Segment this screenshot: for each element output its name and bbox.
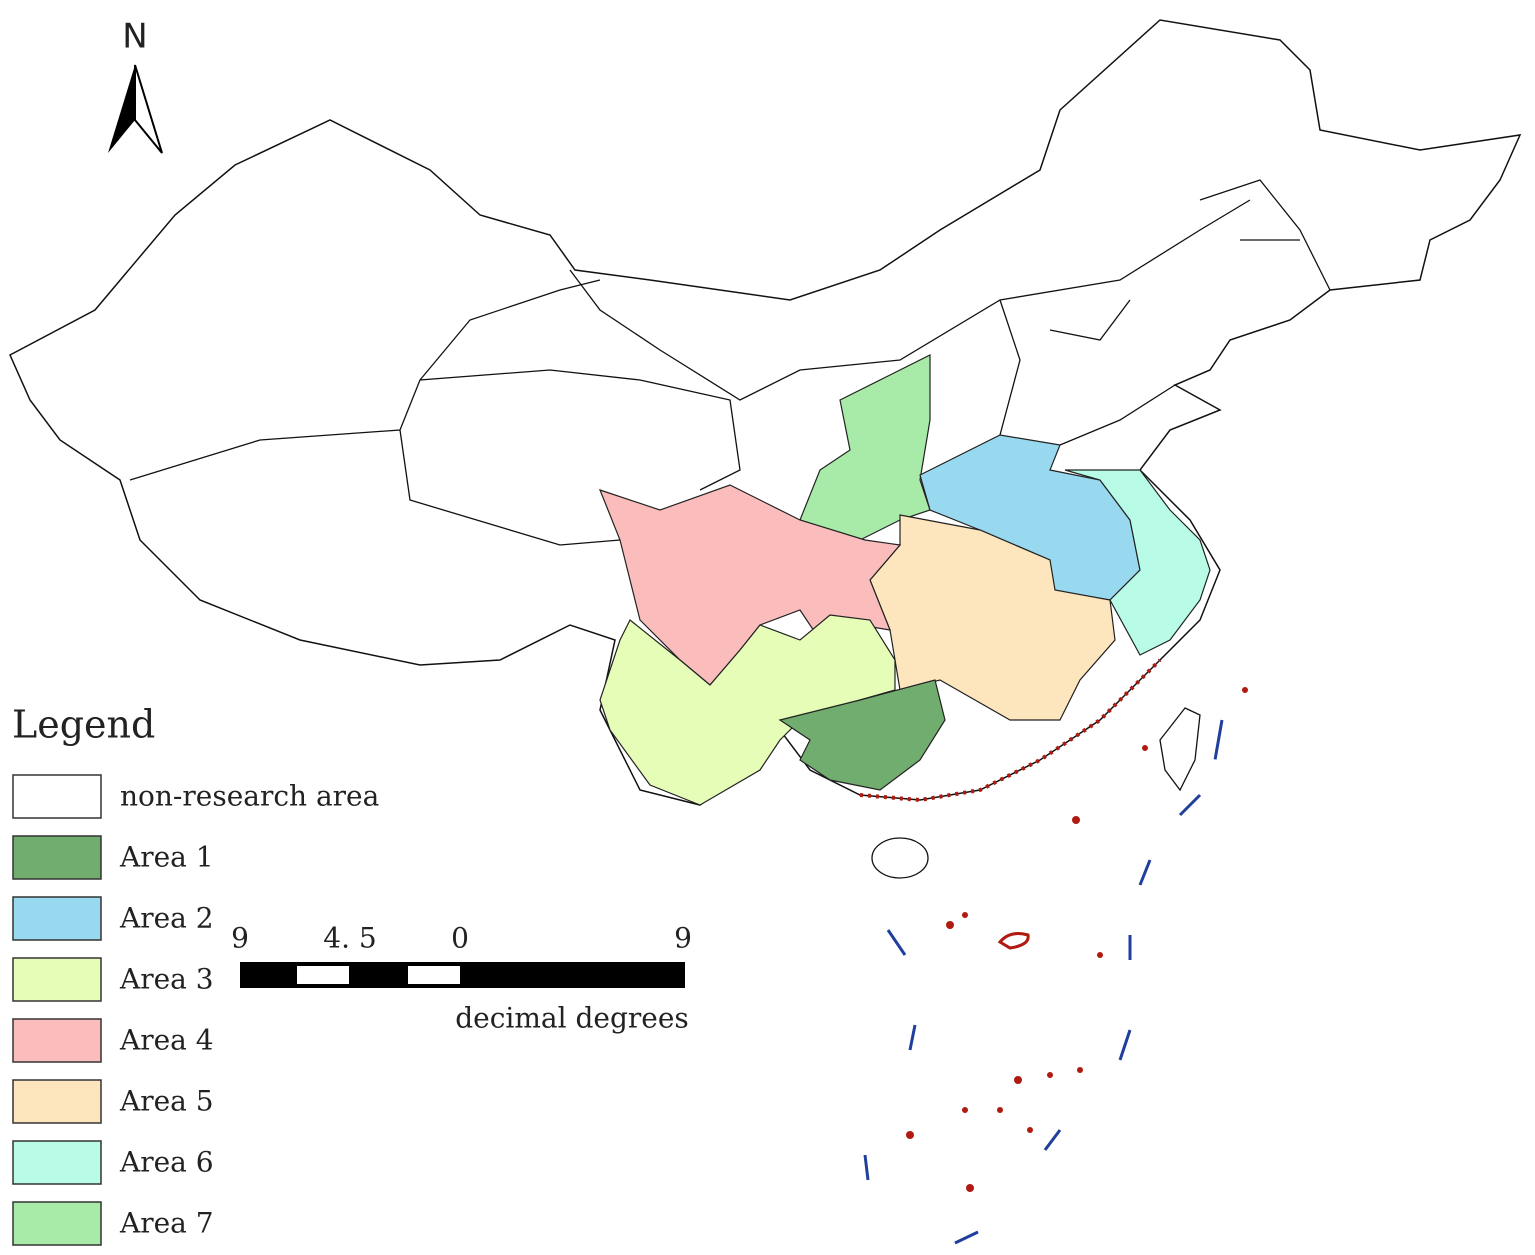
- arrow-shape: [134, 64, 163, 154]
- legend-label: Area 1: [119, 841, 214, 874]
- island: [1159, 707, 1201, 792]
- province-border: [129, 179, 1331, 546]
- legend: Legend non-research area Area 1 Area 2 Area…: [12, 703, 379, 1246]
- island: [997, 1107, 1003, 1113]
- legend-swatch: [12, 1079, 102, 1124]
- island: [997, 932, 1030, 950]
- scale-label: 4. 5: [323, 922, 376, 955]
- legend-items: non-research area Area 1 Area 2 Area 3 Area …: [12, 774, 379, 1246]
- island: [962, 912, 968, 918]
- area-region: [1064, 469, 1211, 656]
- legend-label: non-research area: [120, 780, 379, 813]
- legend-label: Area 4: [119, 1024, 214, 1057]
- island: [966, 1184, 974, 1192]
- north-label: N: [122, 17, 147, 57]
- island: [1014, 1076, 1022, 1084]
- legend-label: Area 5: [119, 1085, 214, 1118]
- island: [906, 1131, 914, 1139]
- scale-label: 9: [674, 922, 692, 955]
- island: [946, 921, 954, 929]
- boundary-dashes: [863, 719, 1224, 1245]
- island: [1077, 1067, 1083, 1073]
- legend-swatch: [12, 835, 102, 880]
- island: [1047, 1072, 1053, 1078]
- scale-bar: decimal degrees 9 4. 5 0 9: [231, 922, 692, 1035]
- legend-label: Area 6: [119, 1146, 214, 1179]
- legend-title: Legend: [12, 703, 155, 747]
- legend-label: Area 2: [119, 902, 214, 935]
- legend-swatch: [12, 1018, 102, 1063]
- area-region: [778, 679, 946, 791]
- island: [1097, 952, 1103, 958]
- north-arrow: N: [108, 17, 163, 154]
- legend-label: Area 7: [119, 1207, 214, 1240]
- island: [962, 1107, 968, 1113]
- arrow-shape: [108, 65, 135, 153]
- legend-label: Area 3: [119, 963, 214, 996]
- legend-swatch: [12, 774, 102, 819]
- islands: [859, 658, 1248, 1245]
- island: [1027, 1127, 1033, 1133]
- scale-label: 9: [231, 922, 249, 955]
- island: [1072, 816, 1080, 824]
- coastal-islands: [859, 658, 1162, 803]
- scale-bar-segment: [297, 966, 349, 984]
- legend-swatch: [12, 1201, 102, 1246]
- legend-swatch: [12, 1140, 102, 1185]
- island: [1142, 745, 1148, 751]
- scale-unit: decimal degrees: [455, 1002, 689, 1035]
- legend-swatch: [12, 957, 102, 1002]
- island: [871, 837, 929, 879]
- legend-swatch: [12, 896, 102, 941]
- scale-label: 0: [451, 922, 469, 955]
- scale-bar-segment: [408, 966, 460, 984]
- research-areas: [598, 354, 1211, 806]
- island: [1242, 687, 1248, 693]
